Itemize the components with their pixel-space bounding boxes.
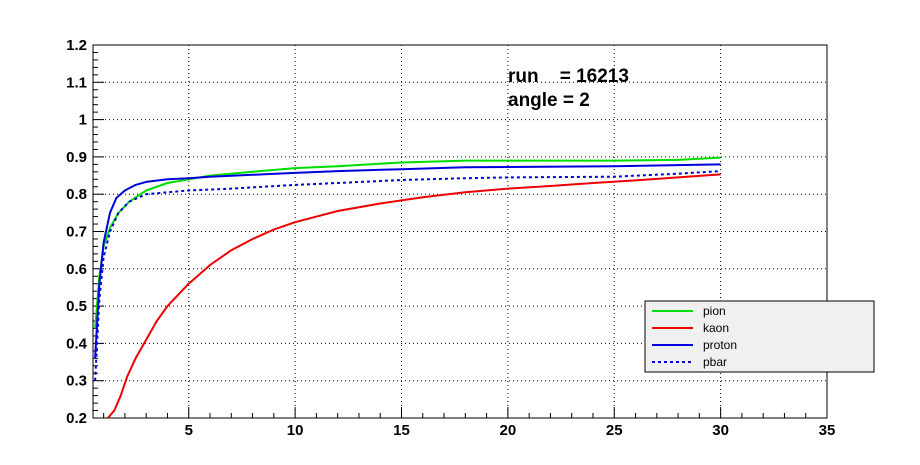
annotation-angle: angle = 2 (508, 90, 590, 111)
legend-entries: pion kaon proton pbar (652, 304, 737, 369)
legend-box (644, 300, 875, 373)
annotation-run: run = 16213 (508, 66, 629, 87)
y-tick-label: 0.2 (66, 410, 87, 427)
legend: pion kaon proton pbar (644, 300, 875, 373)
x-tick-label: 25 (606, 422, 623, 439)
y-tick-label: 1.2 (66, 37, 87, 54)
series-line-kaon (107, 173, 721, 419)
y-tick-label: 0.5 (66, 298, 87, 315)
x-tick-label: 5 (185, 422, 193, 439)
x-tick-label: 20 (500, 422, 517, 439)
series-line-pion (94, 156, 721, 329)
y-tick-label: 1 (79, 112, 87, 129)
x-tick-label: 30 (712, 422, 729, 439)
x-tick-label: 15 (393, 422, 410, 439)
x-tick-label: 10 (287, 422, 304, 439)
y-tick-label: 0.8 (66, 186, 87, 203)
y-tick-label: 0.3 (66, 373, 87, 390)
legend-label-pion: pion (703, 304, 726, 318)
tick-labels: 5 10 15 20 25 30 35 0.2 0.3 0.4 0.5 0.6 0.7 0.8 0.9 1 1.… (66, 37, 835, 439)
legend-label-proton: proton (703, 338, 737, 352)
y-tick-label: 0.9 (66, 149, 87, 166)
legend-label-pbar: pbar (703, 355, 727, 369)
y-tick-label: 1.1 (66, 74, 87, 91)
series-layer (94, 156, 721, 419)
y-tick-label: 0.7 (66, 224, 87, 241)
series-line-pbar (94, 170, 721, 381)
series-line-proton (94, 163, 721, 359)
legend-label-kaon: kaon (703, 321, 729, 335)
y-tick-label: 0.4 (66, 335, 88, 352)
y-tick-label: 0.6 (66, 261, 87, 278)
x-tick-label: 35 (819, 422, 836, 439)
